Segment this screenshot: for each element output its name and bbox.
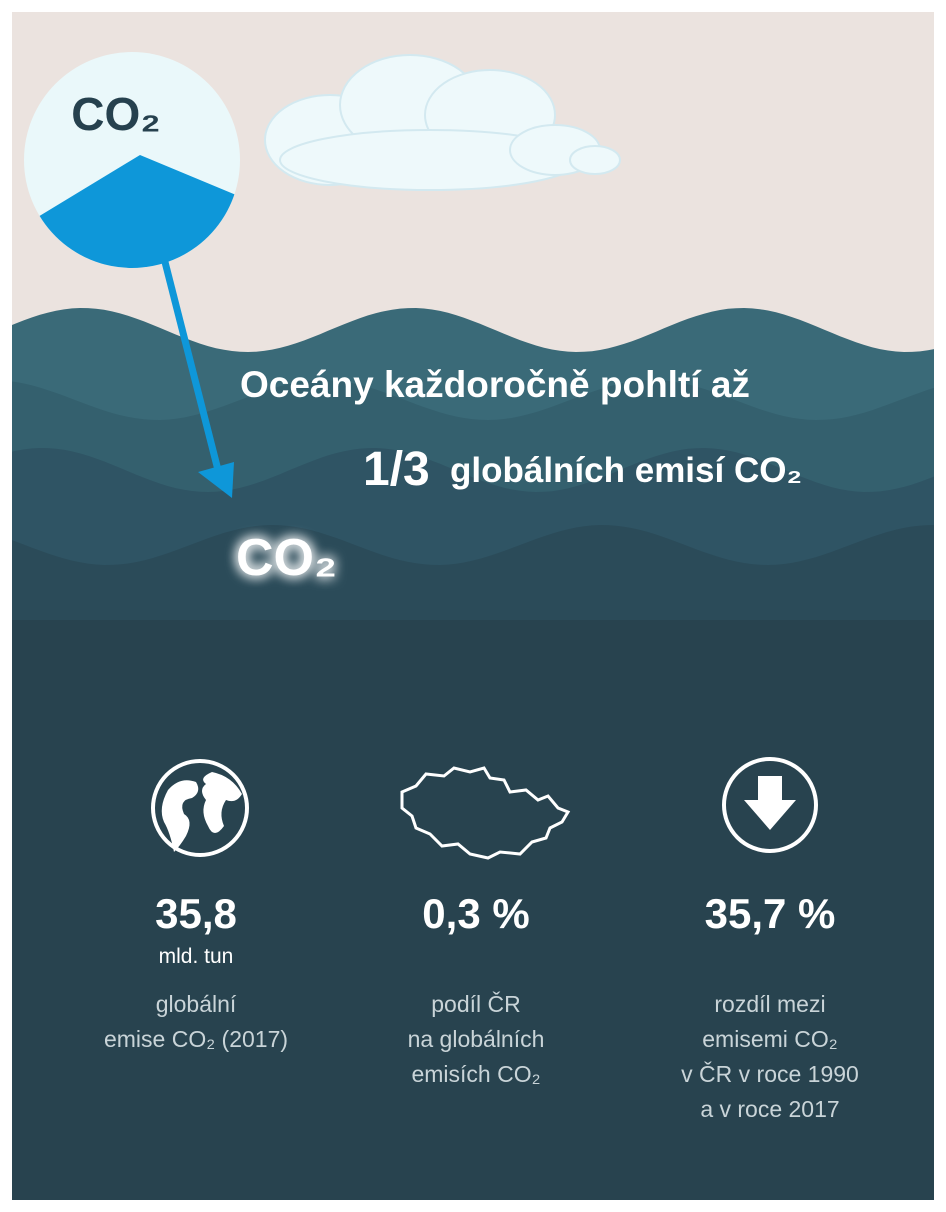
arrow	[161, 261, 234, 498]
stat-value: 0,3 %	[422, 890, 529, 937]
stat-description: na globálních	[408, 1026, 545, 1052]
down-icon	[722, 757, 818, 853]
stat-description: emisemi CO₂	[702, 1026, 837, 1052]
wave	[12, 620, 934, 1200]
stat-description: a v roce 2017	[700, 1096, 839, 1122]
stat-description: emise CO₂ (2017)	[104, 1026, 288, 1052]
stat-description: v ČR v roce 1990	[681, 1060, 859, 1087]
headline-2: globálních emisí CO₂	[450, 451, 802, 490]
fraction: 1/3	[363, 443, 430, 496]
stat-value: 35,8	[155, 890, 237, 937]
headline: Oceány každoročně pohltí až	[240, 364, 750, 405]
stat-description: globální	[156, 991, 237, 1017]
stat-description: podíl ČR	[431, 990, 520, 1017]
cloud	[264, 54, 621, 191]
scene: CO₂ Oceány každoročně pohltí až 1/3 glob…	[12, 12, 934, 1200]
circle-label: CO₂	[71, 88, 160, 140]
stat-unit: mld. tun	[159, 945, 234, 968]
stats: 35,8 mld. tun globální emise CO₂ (2017) 0,3 …	[104, 890, 859, 1122]
stat-description: rozdíl mezi	[714, 991, 825, 1017]
waves	[12, 308, 934, 1200]
stat-value: 35,7 %	[705, 890, 836, 937]
glow-label: CO₂	[236, 529, 337, 587]
globe-icon	[151, 759, 249, 857]
stat-description: emisích CO₂	[411, 1061, 540, 1087]
czech-icon	[400, 766, 571, 860]
